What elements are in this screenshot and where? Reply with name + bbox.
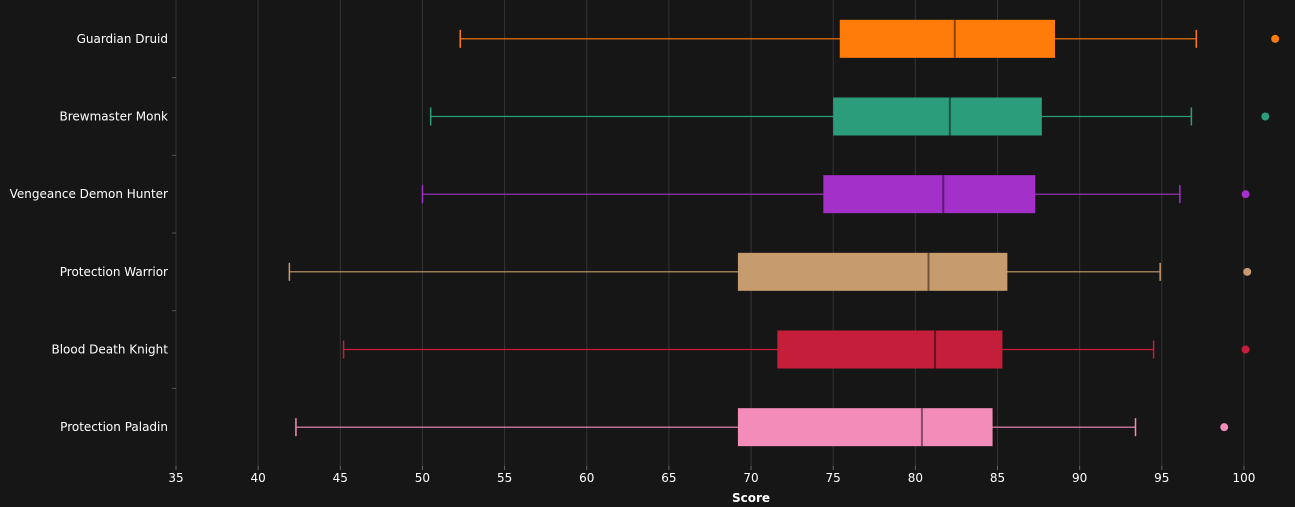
box-protection-warrior <box>288 252 1252 291</box>
x-tick-label: 70 <box>743 471 758 485</box>
category-label: Protection Warrior <box>60 265 168 279</box>
iqr-box <box>833 97 1042 136</box>
outlier-point <box>1241 190 1250 199</box>
iqr-box <box>777 330 1003 369</box>
box-blood-death-knight <box>342 330 1250 369</box>
outlier-point <box>1271 34 1280 43</box>
outlier-point <box>1243 267 1252 276</box>
category-axis: Guardian Druid Brewmaster Monk Vengeance D… <box>10 0 177 466</box>
box-protection-paladin <box>295 408 1229 447</box>
x-tick-label: 80 <box>908 471 923 485</box>
outlier-point <box>1261 112 1270 121</box>
x-tick-label: 60 <box>579 471 594 485</box>
x-tick-label: 75 <box>826 471 841 485</box>
x-tick-label: 40 <box>251 471 266 485</box>
category-label: Brewmaster Monk <box>60 110 169 124</box>
x-tick-label: 95 <box>1154 471 1169 485</box>
iqr-box <box>823 175 1036 214</box>
x-tick-label: 50 <box>415 471 430 485</box>
x-tick-label: 55 <box>497 471 512 485</box>
box-guardian-druid <box>459 19 1280 58</box>
outlier-point <box>1241 345 1250 354</box>
x-tick-label: 85 <box>990 471 1005 485</box>
iqr-box <box>737 408 993 447</box>
x-axis-title: Score <box>732 491 770 505</box>
x-tick-label: 35 <box>168 471 183 485</box>
iqr-box <box>839 19 1056 58</box>
category-label: Protection Paladin <box>60 420 168 434</box>
x-tick-label: 90 <box>1072 471 1087 485</box>
boxes <box>288 19 1280 447</box>
box-brewmaster-monk <box>429 97 1270 136</box>
x-tick-label: 45 <box>333 471 348 485</box>
score-axis: 35 40 45 50 55 60 65 70 75 80 85 90 95 100 <box>168 466 1255 485</box>
x-tick-label: 100 <box>1232 471 1255 485</box>
category-label: Blood Death Knight <box>51 343 168 357</box>
category-label: Guardian Druid <box>77 32 168 46</box>
box-vengeance-demon-hunter <box>421 175 1250 214</box>
category-label: Vengeance Demon Hunter <box>10 187 168 201</box>
gridlines <box>257 0 1245 466</box>
x-tick-label: 65 <box>661 471 676 485</box>
iqr-box <box>737 252 1008 291</box>
outlier-point <box>1220 423 1229 432</box>
